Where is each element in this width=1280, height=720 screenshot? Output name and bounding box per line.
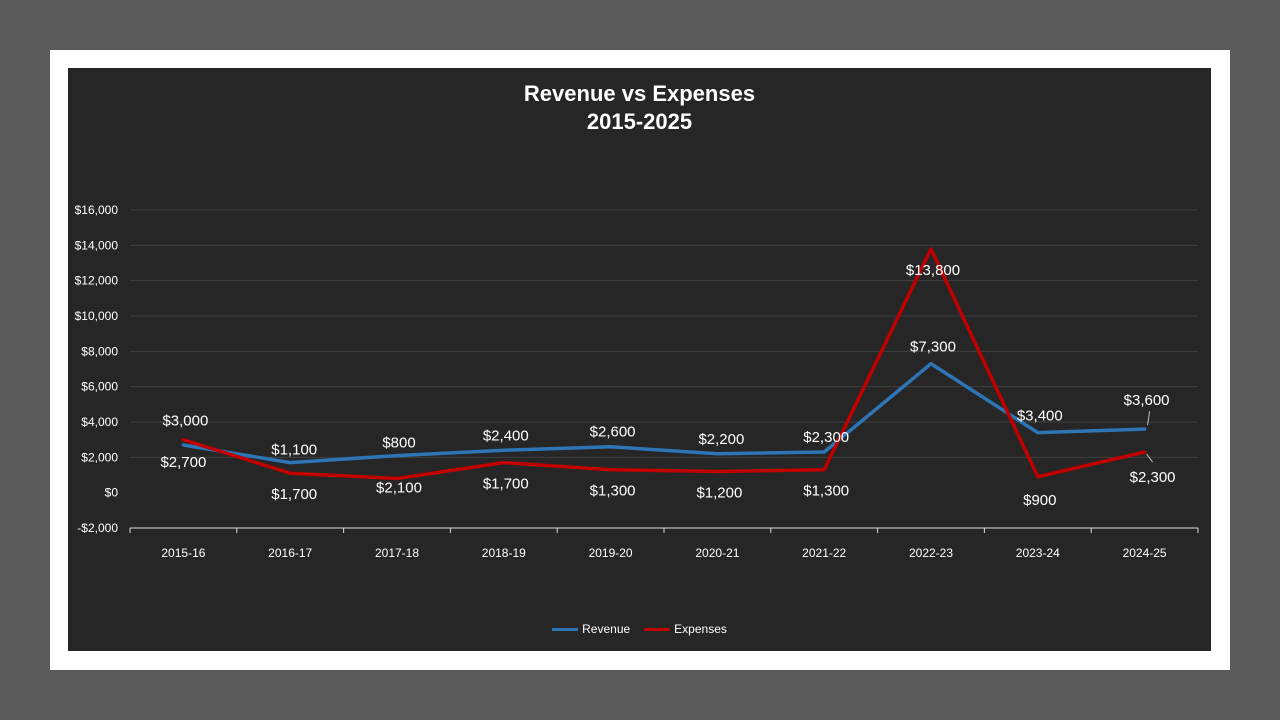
data-label-expenses: $900 — [1023, 492, 1056, 509]
y-tick-label: $12,000 — [75, 274, 119, 288]
data-point-revenue — [929, 362, 933, 366]
data-point-revenue — [395, 454, 399, 458]
data-point-expenses — [181, 438, 185, 442]
x-tick-label: 2020-21 — [695, 546, 739, 560]
data-label-revenue: $2,200 — [698, 431, 744, 448]
data-label-revenue: $7,300 — [910, 339, 956, 356]
data-label-expenses: $2,300 — [1130, 469, 1176, 486]
data-point-expenses — [288, 471, 292, 475]
series-line-revenue — [181, 361, 1147, 465]
chart-area: Revenue vs Expenses 2015-2025 -$2,000 $0 $… — [68, 68, 1211, 651]
leader-line — [1147, 410, 1151, 426]
y-tick-label: $14,000 — [75, 238, 119, 252]
data-point-revenue — [715, 452, 719, 456]
data-label-revenue: $2,400 — [483, 427, 529, 444]
data-point-revenue — [1036, 431, 1040, 435]
x-tick-label: 2024-25 — [1123, 546, 1167, 560]
data-point-expenses — [395, 477, 399, 481]
y-tick-label: -$2,000 — [77, 521, 118, 535]
data-label-expenses: $1,700 — [271, 486, 317, 503]
data-point-expenses — [1036, 475, 1040, 479]
x-tick-label: 2017-18 — [375, 546, 419, 560]
data-point-revenue — [288, 461, 292, 465]
data-point-revenue — [822, 450, 826, 454]
line-chart: -$2,000 $0 $2,000 $4,000 $6,000 $8,000 $10,000… — [75, 203, 1199, 560]
data-label-expenses: $1,700 — [483, 476, 529, 493]
x-tick-label: 2021-22 — [802, 546, 846, 560]
series-line-expenses — [181, 247, 1147, 481]
data-point-expenses — [929, 247, 933, 251]
data-label-revenue: $2,700 — [160, 454, 206, 471]
legend-label-revenue: Revenue — [582, 622, 631, 636]
data-point-revenue — [502, 448, 506, 452]
data-point-expenses — [609, 468, 613, 472]
data-label-revenue: $2,600 — [590, 424, 636, 441]
legend: Revenue Expenses — [68, 622, 1211, 636]
legend-swatch-revenue — [552, 627, 579, 631]
data-point-revenue — [181, 443, 185, 447]
x-tick-label: 2019-20 — [589, 546, 633, 560]
data-point-revenue — [609, 445, 613, 449]
y-tick-label: $4,000 — [81, 415, 118, 429]
data-label-expenses: $3,000 — [162, 413, 208, 430]
data-label-revenue: $1,100 — [271, 442, 317, 459]
data-label-revenue: $3,600 — [1124, 392, 1170, 409]
y-tick-label: $16,000 — [75, 203, 119, 217]
y-tick-label: $8,000 — [81, 344, 118, 358]
data-label-expenses: $1,300 — [803, 483, 849, 500]
data-point-expenses — [1143, 450, 1147, 454]
chart-subtitle: 2015-2025 — [586, 109, 693, 134]
data-point-expenses — [822, 468, 826, 472]
y-tick-label: $6,000 — [81, 380, 118, 394]
data-label-expenses: $1,300 — [590, 483, 636, 500]
legend-item-expenses: Expenses — [644, 622, 727, 636]
x-tick-label: 2023-24 — [1016, 546, 1060, 560]
legend-swatch-expenses — [644, 627, 671, 631]
leader-line — [1146, 453, 1153, 463]
data-label-revenue: $3,400 — [1017, 408, 1063, 425]
x-tick-label: 2015-16 — [161, 546, 205, 560]
legend-item-revenue: Revenue — [552, 622, 630, 636]
data-point-expenses — [502, 461, 506, 465]
data-label-expenses: $13,800 — [906, 262, 960, 279]
legend-label-expenses: Expenses — [674, 622, 727, 636]
y-tick-label: $2,000 — [81, 450, 118, 464]
data-label-expenses: $1,200 — [696, 484, 742, 501]
x-tick-label: 2018-19 — [482, 546, 526, 560]
x-tick-label: 2016-17 — [268, 546, 312, 560]
data-point-revenue — [1143, 427, 1147, 431]
y-tick-label: $10,000 — [75, 309, 119, 323]
data-point-expenses — [715, 469, 719, 473]
data-label-revenue: $2,300 — [803, 429, 849, 446]
chart-title: Revenue vs Expenses — [523, 81, 756, 106]
data-label-expenses: $2,100 — [376, 480, 422, 497]
chart-title-block: Revenue vs Expenses 2015-2025 — [68, 80, 1211, 136]
data-label-revenue: $800 — [382, 435, 415, 452]
x-tick-label: 2022-23 — [909, 546, 953, 560]
y-tick-label: $0 — [105, 486, 119, 500]
